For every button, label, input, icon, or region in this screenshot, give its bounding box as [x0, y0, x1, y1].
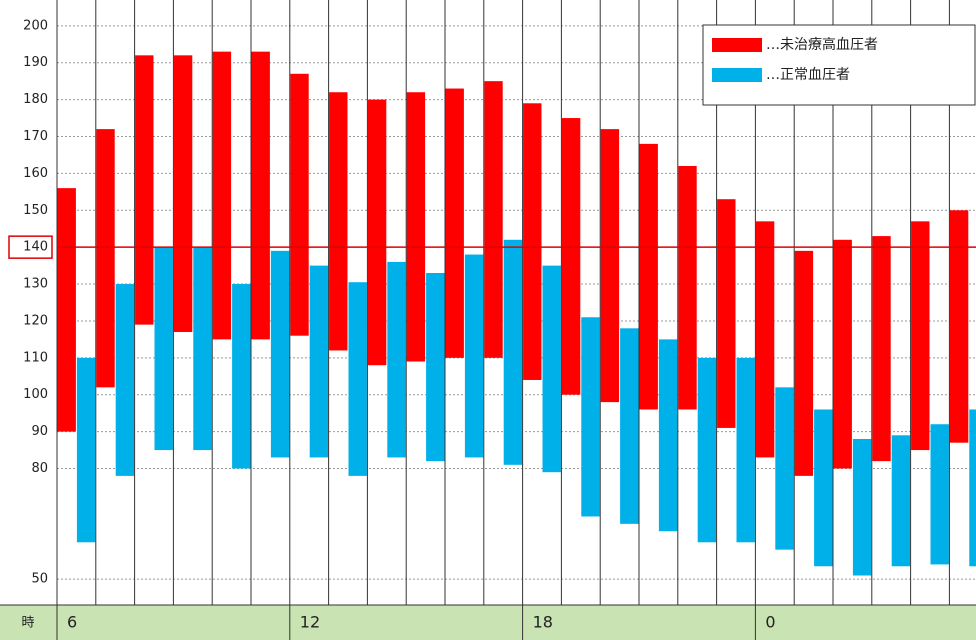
y-tick-label: 130 [23, 277, 48, 292]
x-tick-label: 0 [765, 613, 775, 632]
y-tick-label: 110 [23, 350, 48, 365]
range-bar [212, 51, 232, 340]
range-bar [135, 55, 154, 325]
range-bar [736, 357, 755, 543]
range-bar [406, 92, 426, 362]
range-bar [697, 357, 717, 543]
range-bar [794, 250, 814, 476]
range-bar [173, 55, 193, 333]
range-bar [620, 328, 639, 524]
range-bar [154, 247, 173, 451]
range-bar [445, 88, 464, 358]
range-bar [581, 317, 600, 517]
range-bar [251, 51, 270, 340]
range-bar [833, 239, 852, 469]
y-tick-label: 80 [31, 461, 48, 476]
y-tick-label: 120 [23, 313, 48, 328]
range-bar [852, 438, 872, 576]
y-tick-label: 200 [23, 18, 48, 33]
range-bar [503, 239, 523, 465]
legend-label: …正常血圧者 [766, 67, 850, 83]
range-bar [193, 247, 212, 451]
range-bar [949, 210, 969, 443]
y-tick-label: 190 [23, 55, 48, 70]
y-tick-label: 180 [23, 92, 48, 107]
range-bar [755, 221, 775, 458]
range-bar [911, 221, 930, 451]
range-bar [76, 357, 96, 543]
legend-swatch [712, 68, 762, 82]
range-bar [658, 339, 678, 532]
y-tick-label: 150 [23, 203, 48, 218]
x-tick-label: 18 [533, 613, 553, 632]
range-bar [348, 282, 367, 476]
y-tick-label: 90 [31, 424, 48, 439]
range-bar [600, 129, 620, 403]
range-bar [678, 166, 697, 410]
range-bar [930, 424, 949, 565]
range-bar [969, 409, 976, 567]
range-bar [523, 103, 542, 380]
range-bar [367, 99, 387, 366]
range-bar [270, 250, 290, 458]
range-bar [115, 284, 135, 476]
range-bar [639, 143, 658, 410]
range-bar [891, 435, 911, 567]
range-bar [717, 199, 736, 428]
range-bar [775, 387, 794, 550]
range-bar [387, 261, 406, 458]
y-tick-label: 140 [23, 240, 48, 255]
y-tick-label: 100 [23, 387, 48, 402]
range-bar [309, 265, 329, 458]
y-tick-label: 160 [23, 166, 48, 181]
range-bar [329, 92, 348, 351]
range-bar [464, 254, 484, 458]
range-bar [542, 265, 561, 473]
legend-label: …未治療高血圧者 [766, 36, 878, 53]
range-bar [484, 81, 503, 358]
range-bar [290, 73, 309, 336]
range-bar [814, 409, 833, 567]
range-bar [232, 284, 251, 469]
y-tick-label: 170 [23, 129, 48, 144]
x-axis-label: 時 [21, 616, 34, 631]
range-bar [872, 236, 891, 462]
range-bar [57, 188, 76, 432]
range-bar [426, 272, 445, 462]
x-tick-label: 12 [300, 613, 320, 632]
range-bar [561, 118, 581, 395]
legend-swatch [712, 38, 762, 52]
y-tick-label: 50 [31, 572, 48, 587]
reference-label-box [8, 235, 53, 259]
x-tick-label: 6 [67, 613, 77, 632]
hour-strip [0, 605, 976, 640]
range-bar [96, 129, 115, 388]
